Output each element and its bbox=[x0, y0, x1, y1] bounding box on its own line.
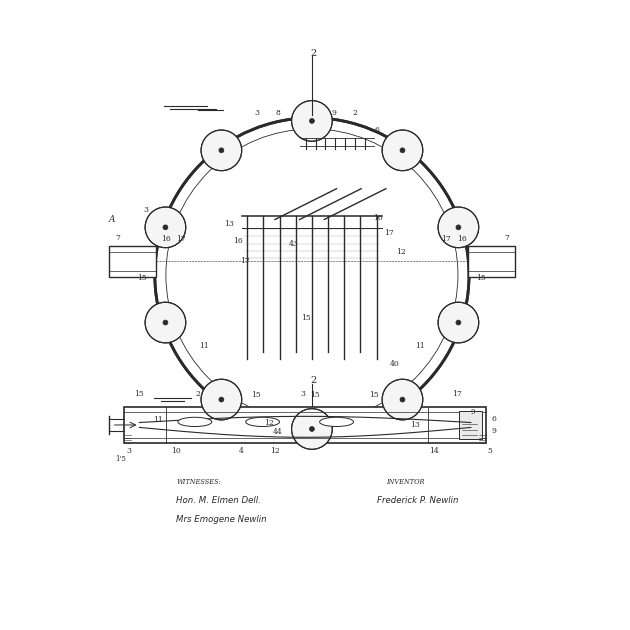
Bar bbox=[468, 246, 515, 277]
Text: 11: 11 bbox=[153, 416, 163, 424]
Text: 44: 44 bbox=[273, 428, 283, 436]
Text: 16: 16 bbox=[457, 234, 466, 243]
Text: 9: 9 bbox=[491, 427, 496, 435]
Text: 15: 15 bbox=[476, 274, 486, 282]
Text: 17: 17 bbox=[241, 258, 250, 265]
Text: 13: 13 bbox=[411, 421, 420, 429]
Circle shape bbox=[456, 225, 461, 230]
Text: 11: 11 bbox=[199, 342, 209, 350]
Text: 9: 9 bbox=[331, 109, 336, 117]
Text: 16: 16 bbox=[374, 214, 383, 222]
Text: Mrs Emogene Newlin: Mrs Emogene Newlin bbox=[176, 515, 267, 524]
Circle shape bbox=[400, 397, 405, 402]
Circle shape bbox=[292, 101, 332, 141]
Text: 4: 4 bbox=[239, 447, 244, 455]
Text: 3: 3 bbox=[143, 206, 148, 214]
Text: 17: 17 bbox=[452, 390, 462, 398]
Text: 3: 3 bbox=[254, 109, 259, 117]
Circle shape bbox=[219, 148, 224, 153]
Text: 15: 15 bbox=[135, 390, 144, 398]
Text: 12: 12 bbox=[270, 447, 280, 455]
Text: 6: 6 bbox=[374, 126, 379, 134]
Text: 15: 15 bbox=[137, 274, 147, 282]
Text: 9: 9 bbox=[471, 408, 475, 416]
Text: 15: 15 bbox=[310, 391, 320, 399]
Text: 17: 17 bbox=[176, 234, 186, 243]
Text: 14: 14 bbox=[429, 447, 438, 455]
Bar bbox=[459, 411, 482, 439]
Circle shape bbox=[456, 320, 461, 325]
Text: 6: 6 bbox=[491, 415, 496, 423]
Text: 11: 11 bbox=[415, 342, 425, 350]
Circle shape bbox=[438, 207, 479, 248]
Text: 16: 16 bbox=[161, 234, 171, 243]
Text: WITNESSES:: WITNESSES: bbox=[176, 478, 221, 486]
Text: 2: 2 bbox=[195, 390, 200, 398]
Text: 3: 3 bbox=[127, 447, 132, 455]
Circle shape bbox=[382, 130, 423, 171]
Text: Frederick P. Newlin: Frederick P. Newlin bbox=[377, 496, 458, 505]
Circle shape bbox=[201, 379, 242, 420]
Text: 2: 2 bbox=[310, 376, 316, 385]
Text: 17: 17 bbox=[441, 234, 450, 243]
Text: 1'5: 1'5 bbox=[115, 455, 127, 462]
Text: 7: 7 bbox=[505, 234, 510, 242]
Ellipse shape bbox=[319, 417, 353, 427]
Text: A: A bbox=[108, 215, 115, 224]
Circle shape bbox=[163, 320, 168, 325]
Text: 15: 15 bbox=[369, 391, 379, 399]
Circle shape bbox=[145, 302, 186, 343]
Bar bbox=[124, 408, 486, 442]
Text: 12: 12 bbox=[264, 418, 273, 427]
Circle shape bbox=[438, 302, 479, 343]
Circle shape bbox=[400, 148, 405, 153]
Circle shape bbox=[219, 397, 224, 402]
Circle shape bbox=[163, 225, 168, 230]
Text: 40: 40 bbox=[390, 360, 400, 369]
Text: 17: 17 bbox=[384, 229, 394, 237]
Circle shape bbox=[309, 427, 314, 432]
Text: 2: 2 bbox=[353, 109, 357, 117]
Text: 2: 2 bbox=[310, 49, 316, 58]
Circle shape bbox=[309, 118, 314, 123]
Text: 5: 5 bbox=[487, 447, 492, 455]
Circle shape bbox=[201, 130, 242, 171]
Circle shape bbox=[292, 409, 332, 449]
Circle shape bbox=[382, 379, 423, 420]
Ellipse shape bbox=[246, 417, 280, 427]
Ellipse shape bbox=[178, 417, 212, 427]
Text: 43: 43 bbox=[289, 240, 299, 248]
Text: Hon. M. Elmen Dell.: Hon. M. Elmen Dell. bbox=[176, 496, 261, 505]
Circle shape bbox=[155, 118, 469, 432]
Text: 10: 10 bbox=[171, 447, 181, 455]
Circle shape bbox=[145, 207, 186, 248]
Text: 7: 7 bbox=[115, 234, 120, 242]
Text: 13: 13 bbox=[224, 220, 234, 229]
Text: 15: 15 bbox=[301, 314, 311, 322]
Text: 3: 3 bbox=[300, 390, 305, 398]
Text: 8: 8 bbox=[275, 109, 280, 117]
Text: 16: 16 bbox=[233, 237, 243, 245]
Text: 15: 15 bbox=[251, 391, 261, 399]
Bar bbox=[108, 246, 156, 277]
Text: INVENTOR: INVENTOR bbox=[386, 478, 425, 486]
Text: 12: 12 bbox=[396, 248, 406, 256]
